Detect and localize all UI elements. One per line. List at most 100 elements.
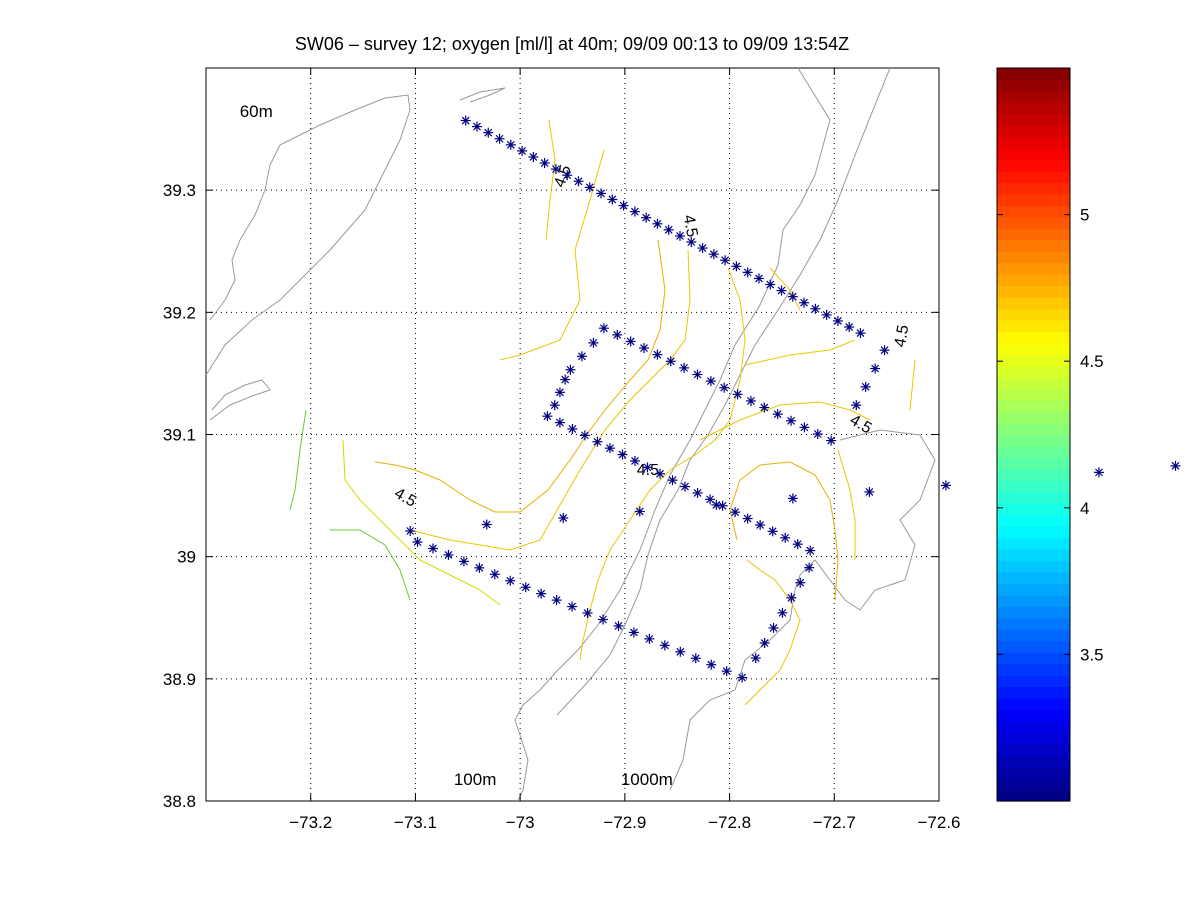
oxygen-contours	[289, 119, 916, 706]
shelf-break-contour	[514, 67, 831, 802]
station-marker	[860, 381, 871, 392]
station-marker	[755, 519, 766, 530]
station-marker	[792, 539, 803, 550]
station-marker	[851, 400, 862, 411]
station-marker	[765, 279, 776, 290]
station-marker	[812, 428, 823, 439]
station-marker	[692, 487, 703, 498]
oxygen-contour	[837, 449, 856, 560]
colorbar-band	[997, 480, 1070, 493]
station-marker	[505, 575, 516, 586]
station-marker	[573, 176, 584, 187]
x-tick-label: −73	[506, 813, 535, 832]
oxygen-contour	[499, 149, 605, 361]
colorbar-band	[997, 640, 1070, 653]
colorbar-band	[997, 102, 1070, 115]
depth-label: 100m	[454, 770, 497, 789]
station-marker	[554, 387, 565, 398]
station-marker	[550, 164, 561, 175]
station-marker	[795, 577, 806, 588]
deep-contour	[556, 67, 891, 716]
colorbar-band	[997, 594, 1070, 607]
station-marker	[528, 151, 539, 162]
station-marker	[742, 513, 753, 524]
colorbar-band	[997, 148, 1070, 161]
station-marker	[542, 411, 553, 422]
colorbar-band	[997, 285, 1070, 298]
station-marker	[745, 395, 756, 406]
colorbar-band	[997, 457, 1070, 470]
colorbar-band	[997, 331, 1070, 344]
station-marker	[692, 369, 703, 380]
colorbar-frame	[996, 67, 1071, 802]
station-marker	[780, 532, 791, 543]
colorbar-band	[997, 663, 1070, 676]
station-marker	[481, 519, 492, 530]
colorbar-band	[997, 720, 1070, 733]
colorbar-band	[997, 583, 1070, 596]
station-marker	[483, 127, 494, 138]
station-marker	[805, 545, 816, 556]
station-marker	[618, 200, 629, 211]
shallow-contour-2	[209, 379, 271, 421]
colorbar-band	[997, 743, 1070, 756]
station-marker	[705, 494, 716, 505]
colorbar-band	[997, 755, 1070, 768]
x-tick-label: −72.7	[813, 813, 856, 832]
station-marker	[776, 285, 787, 296]
y-tick-label: 39	[177, 548, 196, 567]
station-marker	[690, 653, 701, 664]
y-tick-label: 38.8	[163, 792, 196, 811]
colorbar-band	[997, 239, 1070, 252]
colorbar-band	[997, 251, 1070, 264]
station-marker	[427, 543, 438, 554]
colorbar-band	[997, 205, 1070, 218]
station-marker	[652, 218, 663, 229]
oxygen-contour	[374, 239, 666, 513]
colorbar-tick-label: 3.5	[1080, 645, 1104, 664]
station-marker	[719, 382, 730, 393]
station-marker	[567, 423, 578, 434]
station-marker	[471, 121, 482, 132]
oxygen-contour	[744, 559, 801, 706]
colorbar-band	[997, 68, 1070, 81]
colorbar-band	[997, 686, 1070, 699]
station-marker	[588, 337, 599, 348]
contour-label: 4.5	[892, 323, 913, 348]
station-marker	[474, 562, 485, 573]
station-marker	[412, 537, 423, 548]
station-marker	[855, 328, 866, 339]
x-tick-label: −72.8	[708, 813, 751, 832]
oxygen-contour	[729, 461, 839, 601]
station-marker	[870, 363, 881, 374]
colorbar-band	[997, 537, 1070, 550]
station-marker	[584, 182, 595, 193]
station-marker	[607, 194, 618, 205]
station-marker	[732, 389, 743, 400]
station-marker	[520, 582, 531, 593]
colorbar-band	[997, 549, 1070, 562]
colorbar-band	[997, 365, 1070, 378]
station-marker	[705, 376, 716, 387]
y-tick-label: 39.1	[163, 426, 196, 445]
colorbar-band	[997, 411, 1070, 424]
station-marker	[799, 422, 810, 433]
colorbar-band	[997, 90, 1070, 103]
colorbar-band	[997, 308, 1070, 321]
station-marker	[730, 507, 741, 518]
colorbar-band	[997, 709, 1070, 722]
oxygen-contour	[579, 267, 746, 661]
station-marker	[567, 601, 578, 612]
station-marker	[494, 133, 505, 144]
station-marker	[634, 506, 645, 517]
station-marker	[768, 622, 779, 633]
station-marker	[598, 323, 609, 334]
y-tick-label: 39.2	[163, 303, 196, 322]
station-marker	[832, 315, 843, 326]
station-marker	[652, 349, 663, 360]
station-marker	[686, 237, 697, 248]
station-marker	[639, 343, 650, 354]
station-marker	[826, 435, 837, 446]
station-marker	[1170, 460, 1181, 471]
station-marker	[804, 562, 815, 573]
